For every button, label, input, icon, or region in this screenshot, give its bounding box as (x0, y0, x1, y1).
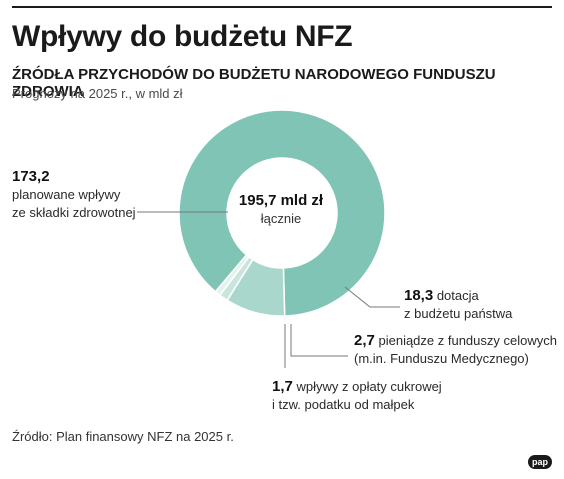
label-state-subsidy-text1: dotacja (436, 288, 479, 303)
label-contributions-text2: ze składki zdrowotnej (12, 205, 136, 220)
total-label: łącznie (260, 211, 302, 226)
label-sugar-fee-text2: i tzw. podatku od małpek (272, 397, 415, 412)
label-sugar-fee-value: 1,7 (272, 378, 293, 395)
leader-lines (137, 211, 400, 368)
pap-logo: pap (528, 455, 552, 469)
donut-center: 195,7 mld zł łącznie (221, 192, 341, 226)
label-sugar-fee: 1,7 wpływy z opłaty cukrowej i tzw. poda… (272, 378, 442, 414)
chart-title: Wpływy do budżetu NFZ (12, 20, 353, 53)
slice-sugar-fee (214, 253, 250, 297)
donut-slices (178, 109, 386, 317)
total-value: 195,7 mld zł (238, 192, 324, 209)
chart-note: Prognozy na 2025 r., w mld zł (12, 86, 183, 101)
top-rule (12, 6, 552, 8)
label-state-subsidy-value: 18,3 (404, 287, 434, 304)
label-sugar-fee-text1: wpływy z opłaty cukrowej (296, 379, 442, 394)
source-note: Źródło: Plan finansowy NFZ na 2025 r. (12, 429, 234, 444)
slice-contributions (178, 109, 386, 317)
label-target-funds-text1: pieniądze z funduszy celowych (378, 333, 557, 348)
label-target-funds-value: 2,7 (354, 332, 375, 349)
label-contributions-text1: planowane wpływy (12, 187, 121, 202)
label-target-funds: 2,7 pieniądze z funduszy celowych (m.in.… (354, 332, 557, 368)
label-contributions: 173,2 planowane wpływy ze składki zdrowo… (12, 168, 136, 222)
leader-line-target-funds (290, 324, 348, 357)
leader-line-state-subsidy (344, 286, 400, 308)
chart-subtitle: ŹRÓDŁA PRZYCHODÓW DO BUDŻETU NARODOWEGO … (12, 66, 496, 100)
label-target-funds-text2: (m.in. Funduszu Medycznego) (354, 351, 529, 366)
label-contributions-value: 173,2 (12, 168, 50, 185)
label-state-subsidy-text2: z budżetu państwa (404, 306, 513, 321)
label-state-subsidy: 18,3 dotacja z budżetu państwa (404, 287, 512, 323)
